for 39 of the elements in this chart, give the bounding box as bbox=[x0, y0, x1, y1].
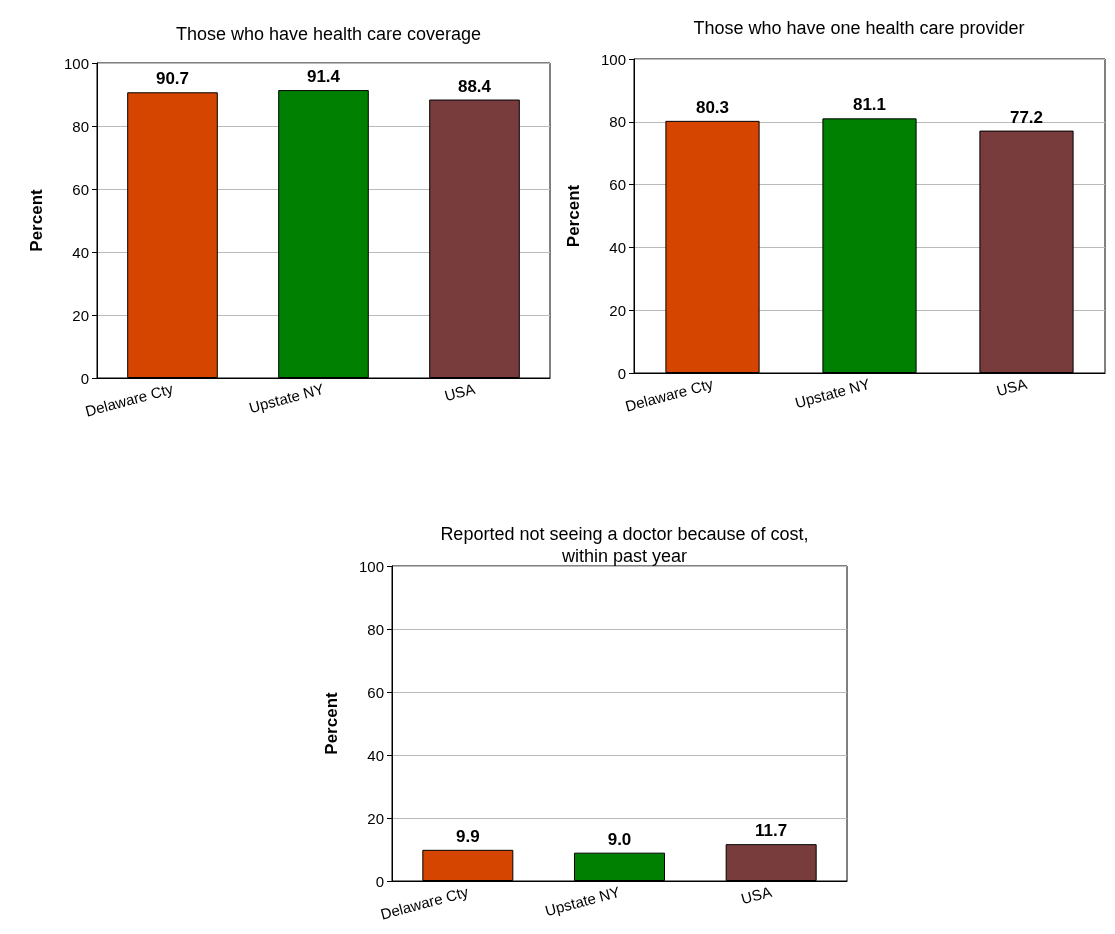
y-tick-label: 100 bbox=[600, 50, 626, 68]
y-tick-label: 80 bbox=[72, 117, 89, 135]
x-tick-label: Upstate NY bbox=[543, 882, 622, 920]
y-tick-label: 0 bbox=[375, 872, 384, 890]
y-tick-label: 0 bbox=[617, 364, 626, 382]
y-tick-label: 100 bbox=[63, 54, 89, 72]
y-axis-title: Percent bbox=[564, 184, 583, 248]
data-label: 9.9 bbox=[456, 826, 480, 846]
chart-title: Those who have one health care provider bbox=[693, 18, 1025, 38]
y-axis-title: Percent bbox=[322, 691, 341, 755]
x-tick-label: USA bbox=[994, 374, 1029, 400]
y-tick-label: 20 bbox=[609, 301, 626, 319]
x-tick-label: Upstate NY bbox=[793, 374, 872, 412]
x-tick-label: Upstate NY bbox=[247, 379, 326, 417]
data-label: 90.7 bbox=[155, 69, 190, 89]
y-tick-label: 100 bbox=[358, 557, 384, 575]
chart-title: Those who have health care coverage bbox=[175, 24, 482, 44]
y-tick-label: 40 bbox=[609, 238, 626, 256]
data-label: 11.7 bbox=[755, 821, 788, 841]
data-label: 80.3 bbox=[695, 97, 730, 117]
data-label: 77.2 bbox=[1009, 107, 1044, 127]
y-tick-label: 80 bbox=[609, 113, 626, 131]
x-tick-label: USA bbox=[739, 882, 774, 908]
y-tick-label: 20 bbox=[367, 809, 384, 827]
x-tick-label: USA bbox=[442, 379, 477, 405]
y-tick-label: 0 bbox=[80, 369, 89, 387]
data-label: 88.4 bbox=[457, 76, 492, 96]
data-label: 9.0 bbox=[607, 829, 632, 849]
y-tick-label: 60 bbox=[72, 180, 89, 198]
y-tick-label: 40 bbox=[367, 746, 384, 764]
y-axis-title: Percent bbox=[27, 188, 46, 252]
data-label: 91.4 bbox=[306, 67, 341, 87]
y-tick-label: 40 bbox=[72, 243, 89, 261]
y-tick-label: 60 bbox=[367, 683, 384, 701]
y-tick-label: 80 bbox=[367, 620, 384, 638]
y-tick-label: 20 bbox=[72, 306, 89, 324]
data-label: 81.1 bbox=[852, 95, 887, 115]
y-tick-label: 60 bbox=[609, 176, 626, 194]
chart-title: Reported not seeing a doctor because of cost, within past year bbox=[440, 524, 809, 566]
